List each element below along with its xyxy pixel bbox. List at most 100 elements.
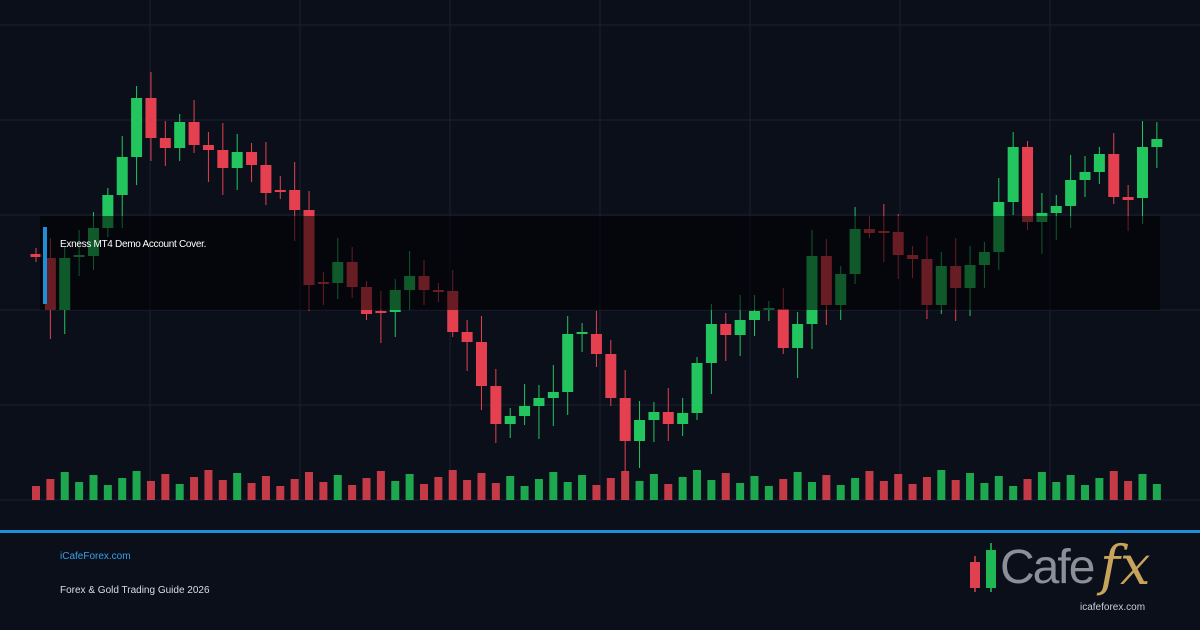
volume-bar [146,481,155,500]
candle-body [605,354,617,398]
candle-body [533,398,545,406]
candle-body [662,412,674,424]
volume-bar [994,476,1003,500]
candle-body [231,152,243,168]
volume-bar [822,475,831,500]
volume-bar [362,478,371,500]
volume-bar [247,483,256,500]
candle-body [375,311,387,313]
candle-body [1065,180,1077,206]
candle-body [576,332,588,334]
logo-accent: fx [1100,534,1151,597]
volume-bar [578,475,587,500]
volume-bar [563,482,572,500]
candle-body [447,291,459,332]
volume-bar [319,482,328,500]
volume-bar [1152,484,1161,500]
volume-bar [865,471,874,500]
volume-bar [1037,472,1046,500]
candle-body [174,122,186,148]
volume-bar [750,476,759,500]
volume-bar [46,479,55,500]
volume-bar [592,485,601,500]
volume-bar [621,471,630,500]
candle-body [461,332,473,342]
candle-body [734,320,746,335]
candle-body [1079,172,1091,180]
candle-body [30,254,42,257]
volume-bar [534,479,543,500]
candle-body [289,190,301,210]
volume-bar [1124,481,1133,500]
caption: Exness MT4 Demo Account Cover. [60,239,207,250]
candle-body [475,342,487,386]
volume-bar [635,481,644,500]
volume-bar [793,472,802,500]
volume-bar [89,475,98,500]
volume-bar [175,484,184,500]
candle-body [720,324,732,335]
candle-body [519,406,531,416]
volume-bar [922,477,931,500]
volume-bar [966,473,975,500]
candle-body [131,98,143,157]
volume-bar [1023,479,1032,500]
volume-bar [764,486,773,500]
candle-body [691,363,703,413]
volume-bar [908,484,917,500]
candle-body [145,98,157,138]
volume-bar [333,475,342,500]
volume-bar [664,484,673,500]
candle-body [116,157,128,195]
candle-body [217,150,229,168]
volume-bar [879,481,888,500]
volume-bar [103,485,112,500]
volume-bar [305,472,314,500]
volume-bar [132,471,141,500]
volume-bar [807,482,816,500]
volume-bar [75,482,84,500]
site-link: iCafeForex.com [60,551,131,562]
volume-bar [1066,475,1075,500]
candle-body [274,190,286,192]
candle-body [619,398,631,441]
volume-bar [649,474,658,500]
volume-bar [204,470,213,500]
volume-bar [736,483,745,500]
volume-bar [60,472,69,500]
candle-body [547,392,559,398]
volume-bar [161,474,170,500]
candle-body [562,334,574,392]
volume-bar [448,470,457,500]
volume-bar [276,486,285,500]
candle-body [202,145,214,150]
volume-bar [376,471,385,500]
candle-body [1093,154,1105,172]
volume-bar [980,483,989,500]
volume-bar [549,472,558,500]
candle-body [677,413,689,424]
volume-bar [836,485,845,500]
candle-body [648,412,660,420]
volume-bar [951,480,960,500]
volume-bar [463,480,472,500]
volume-bar [1109,471,1118,500]
volume-bar [851,478,860,500]
candle-body [1108,154,1120,197]
candle-body [1122,197,1134,200]
volume-bar [1095,478,1104,500]
candle-body [1151,139,1163,147]
candle-body [749,311,760,320]
volume-bar [118,478,127,500]
caption-accent [43,227,47,304]
volume-bar [477,473,486,500]
candle-body [1136,147,1148,198]
caption-band [40,216,1160,310]
candle-body [504,416,516,424]
volume-bar [391,481,400,500]
candle-body [102,195,114,228]
candle-body [188,122,200,145]
candle-body [1022,147,1034,222]
logo-url: icafeforex.com [1080,602,1146,613]
